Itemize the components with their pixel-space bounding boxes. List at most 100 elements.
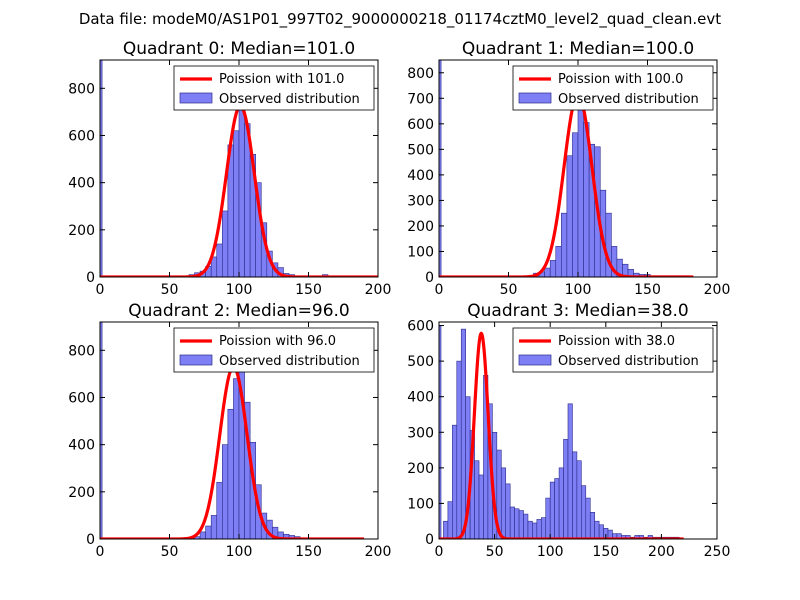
quadrant-3-chart: 0 50 100 150 200 250 0 100 200 300 400 500 600 Quadra… (407, 301, 730, 560)
quadrant-2-ytick-label-2: 400 (68, 438, 95, 454)
quadrant-1-ytick-label-4: 400 (407, 168, 434, 184)
quadrant-2-ytick-label-3: 600 (68, 390, 95, 406)
quadrant-2-xtick-label-1: 50 (161, 544, 179, 560)
quadrant-3-ytick-label-4: 400 (407, 390, 434, 406)
quadrant-3-ytick-label-2: 200 (407, 461, 434, 477)
quadrant-2-bar-2 (199, 531, 206, 539)
quadrant-1-legend: Poission with 100.0 Observed distribution (512, 65, 714, 111)
quadrant-0-ytick-label-1: 200 (68, 223, 95, 239)
quadrant-3-legend-label-observed: Observed distribution (558, 354, 699, 369)
quadrant-1-legend-hist-swatch (518, 92, 552, 104)
quadrant-3-ytick-label-0: 0 (425, 532, 434, 548)
quadrant-3-bar-2 (452, 424, 458, 539)
quadrant-3-ytick-label-5: 500 (407, 354, 434, 370)
quadrant-1-legend-label-poisson: Poission with 100.0 (558, 72, 683, 87)
quadrant-3-bar-25 (554, 478, 560, 539)
quadrant-1-chart: 0 50 100 150 200 0 100 200 300 400 500 600 700 800 Qua… (407, 39, 730, 298)
quadrant-2-bar-6 (222, 444, 229, 539)
quadrant-3-xtick-label-1: 50 (486, 544, 504, 560)
quadrant-0-bar-6 (216, 243, 223, 277)
quadrant-2-bar-zero (100, 322, 103, 539)
quadrant-2-bar-4 (210, 515, 218, 539)
quadrant-3-ytick-label-6: 600 (407, 319, 434, 335)
quadrant-3-ytick-label-3: 300 (407, 425, 434, 441)
quadrant-1-bar-5 (555, 246, 562, 277)
quadrant-2-title: Quadrant 2: Median=96.0 (128, 301, 350, 321)
quadrant-0-legend-hist-swatch (179, 92, 213, 104)
quadrant-3-bar-13 (500, 467, 507, 539)
quadrant-2-xtick-label-3: 150 (295, 544, 322, 560)
quadrant-0-ytick-label-2: 400 (68, 176, 95, 192)
quadrant-2-bar-7 (227, 408, 234, 539)
quadrant-0-legend-label-poisson: Poission with 101.0 (219, 72, 344, 87)
quadrant-3-axes-frame (438, 321, 718, 540)
quadrant-2-bar-3 (205, 525, 212, 539)
quadrant-3-xtick-label-2: 100 (537, 544, 564, 560)
quadrant-1-ytick-label-7: 700 (407, 91, 434, 107)
quadrant-1-xtick-label-3: 150 (634, 282, 661, 298)
quadrant-2-legend-label-observed: Observed distribution (219, 354, 360, 369)
quadrant-1-poisson-curve (439, 92, 695, 277)
quadrant-1-ytick-label-1: 100 (407, 244, 434, 260)
quadrant-3-xtick-label-4: 200 (648, 544, 675, 560)
quadrant-3-legend-hist-swatch (518, 354, 552, 366)
quadrant-2-bar-5 (216, 482, 223, 539)
quadrant-3-bar-19 (527, 520, 533, 539)
quadrant-1-bar-7 (566, 155, 573, 277)
quadrant-3-bar-4 (460, 328, 466, 539)
quadrant-3-bar-24 (549, 481, 555, 539)
quadrant-2-ytick-label-0: 0 (86, 532, 95, 548)
quadrant-0-bar-zero (100, 60, 103, 277)
quadrant-3-bar-0 (443, 520, 449, 539)
quadrant-1-bar-8 (572, 132, 579, 277)
quadrant-0-plot-content (100, 60, 378, 277)
quadrant-0-chart: 0 50 100 150 200 0 200 400 600 800 Quadrant 0: Med… (68, 39, 391, 298)
quadrant-1-bar-3 (544, 267, 551, 277)
quadrant-0-legend-label-observed: Observed distribution (219, 92, 360, 107)
quadrant-2-xtick-label-0: 0 (96, 544, 105, 560)
quadrant-3-bar-1 (447, 501, 453, 539)
quadrant-3-bar-17 (518, 510, 524, 539)
quadrant-3-bar-15 (509, 506, 515, 539)
quadrant-3-bar-14 (505, 483, 511, 539)
quadrant-1-bar-6 (561, 212, 568, 277)
quadrant-0-xtick-label-2: 100 (226, 282, 253, 298)
quadrant-3-bar-34 (594, 520, 600, 539)
quadrant-0-xtick-label-0: 0 (96, 282, 105, 298)
quadrant-3-bar-33 (589, 512, 595, 539)
quadrant-1-ytick-label-0: 0 (425, 270, 434, 286)
quadrant-3-bar-22 (541, 517, 547, 539)
quadrant-3-bar-20 (532, 522, 538, 539)
quadrant-2-xtick-label-4: 200 (365, 544, 392, 560)
quadrant-2-bar-8 (233, 378, 240, 539)
quadrant-3-xtick-label-5: 250 (704, 544, 731, 560)
quadrant-1-xtick-label-1: 50 (500, 282, 518, 298)
quadrant-3-bar-7 (474, 460, 480, 539)
quadrant-3-bar-29 (572, 451, 578, 539)
quadrant-0-bar-7 (222, 210, 229, 277)
quadrant-1-bar-9 (577, 97, 584, 277)
quadrant-3-xtick-label-3: 150 (592, 544, 619, 560)
quadrant-2-legend-label-poisson: Poission with 96.0 (219, 334, 336, 349)
quadrant-1-bar-zero (439, 60, 442, 277)
quadrant-3-bar-8 (478, 474, 484, 539)
quadrant-1-ytick-label-2: 200 (407, 219, 434, 235)
quadrant-3-bar-3 (456, 360, 462, 539)
quadrant-1-ytick-label-3: 300 (407, 193, 434, 209)
quadrant-3-bar-26 (558, 467, 564, 539)
quadrant-1-title: Quadrant 1: Median=100.0 (462, 39, 694, 59)
quadrant-3-bar-35 (598, 524, 604, 539)
quadrant-3-bar-16 (514, 508, 520, 539)
quadrant-3-legend-label-poisson: Poission with 38.0 (558, 334, 675, 349)
quadrant-2-ytick-label-4: 800 (68, 343, 95, 359)
quadrant-2-xtick-label-2: 100 (226, 544, 253, 560)
panels: 0 50 100 150 200 0 200 400 600 800 Quadrant 0: Med… (68, 39, 730, 560)
quadrant-2-legend: Poission with 96.0 Observed distribution (173, 327, 375, 373)
quadrant-1-plot-content (439, 60, 695, 277)
quadrant-1-legend-label-observed: Observed distribution (558, 92, 699, 107)
quadrant-0-ytick-label-0: 0 (86, 270, 95, 286)
quadrant-1-xtick-label-2: 100 (565, 282, 592, 298)
quadrant-1-xtick-label-4: 200 (704, 282, 731, 298)
quadrant-0-xtick-label-3: 150 (295, 282, 322, 298)
quadrant-3-bar-32 (585, 497, 591, 539)
